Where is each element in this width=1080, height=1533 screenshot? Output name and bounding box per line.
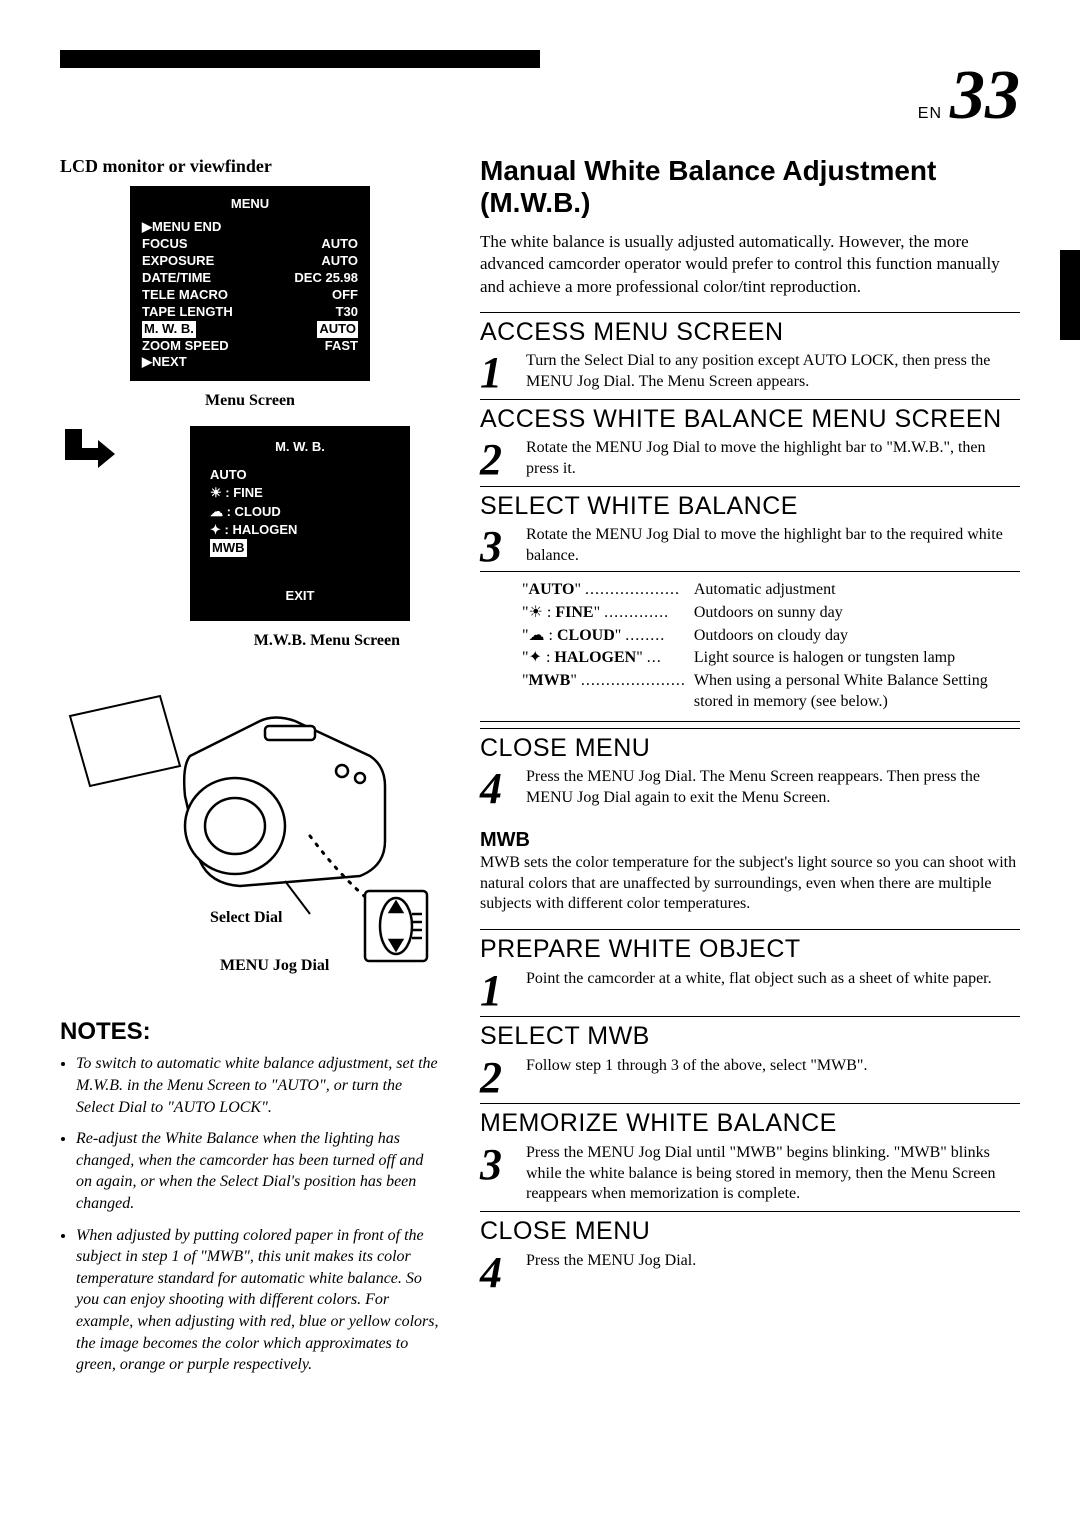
note-item: To switch to automatic white balance adj… (76, 1053, 440, 1118)
menu-row: TELE MACROOFF (142, 287, 358, 304)
mwb-subtitle: MWB (480, 827, 1020, 853)
camcorder-illustration: Select Dial MENU Jog Dial (60, 666, 440, 976)
step-title: PREPARE WHITE OBJECT (480, 933, 1020, 966)
menu-row: ▶NEXT (142, 354, 358, 371)
wb-option-row: "☁ : CLOUD" ........Outdoors on cloudy d… (522, 626, 1018, 647)
step-number: 3 (480, 527, 520, 567)
mwb-line: ☀ : FINE (202, 484, 398, 502)
step: CLOSE MENU 4Press the MENU Jog Dial. The … (480, 728, 1020, 809)
page-number: 33 (950, 50, 1020, 141)
step-text: Press the MENU Jog Dial until "MWB" begi… (526, 1143, 1020, 1205)
step-text: Rotate the MENU Jog Dial to move the hig… (526, 525, 1020, 567)
notes-heading: NOTES: (60, 1016, 440, 1047)
step-title: SELECT WHITE BALANCE (480, 490, 1020, 523)
step-number: 3 (480, 1145, 520, 1205)
mwb-title: M. W. B. (202, 438, 398, 456)
page-lang: EN (918, 104, 942, 125)
step-title: ACCESS WHITE BALANCE MENU SCREEN (480, 403, 1020, 436)
step-text: Press the MENU Jog Dial. The Menu Screen… (526, 767, 1020, 809)
step-text: Rotate the MENU Jog Dial to move the hig… (526, 438, 1020, 480)
wb-option-row: "✦ : HALOGEN" ...Light source is halogen… (522, 648, 1018, 669)
jog-dial-label: MENU Jog Dial (220, 956, 329, 977)
step-text: Turn the Select Dial to any position exc… (526, 351, 1020, 393)
step-title: MEMORIZE WHITE BALANCE (480, 1107, 1020, 1140)
menu-row: ZOOM SPEEDFAST (142, 338, 358, 355)
step-number: 2 (480, 440, 520, 480)
menu-row: TAPE LENGTHT30 (142, 304, 358, 321)
mwb-exit: EXIT (202, 587, 398, 605)
select-dial-label: Select Dial (210, 908, 282, 929)
step-text: Follow step 1 through 3 of the above, se… (526, 1056, 1020, 1077)
header-bar (60, 50, 540, 68)
wb-option-row: "MWB" .....................When using a … (522, 671, 1018, 713)
wb-option-row: "AUTO" ...................Automatic adju… (522, 580, 1018, 601)
mwb-line: ✦ : HALOGEN (202, 521, 398, 539)
menu-row: FOCUSAUTO (142, 236, 358, 253)
menu-row: ▶MENU END (142, 219, 358, 236)
step-title: ACCESS MENU SCREEN (480, 316, 1020, 349)
menu-row: EXPOSUREAUTO (142, 253, 358, 270)
notes-list: To switch to automatic white balance adj… (60, 1053, 440, 1375)
step: PREPARE WHITE OBJECT 1 Point the camcorder… (480, 929, 1020, 1010)
menu-row: M. W. B.AUTO (142, 321, 358, 338)
step: SELECT MWB 2 Follow step 1 through 3 of th… (480, 1016, 1020, 1097)
step-number: 4 (480, 769, 520, 809)
step-title: CLOSE MENU (480, 732, 1020, 765)
intro-text: The white balance is usually adjusted au… (480, 231, 1020, 297)
step-title: SELECT MWB (480, 1020, 1020, 1053)
step-text: Point the camcorder at a white, flat obj… (526, 969, 1020, 990)
step: ACCESS MENU SCREEN 1Turn the Select Dial … (480, 312, 1020, 393)
mwb-line: ☁ : CLOUD (202, 503, 398, 521)
mwb-menu-screen: M. W. B. AUTO☀ : FINE☁ : CLOUD✦ : HALOGE… (190, 426, 410, 621)
mwb-line: MWB (202, 539, 398, 557)
step: SELECT WHITE BALANCE 3Rotate the MENU Jog… (480, 486, 1020, 722)
side-tab (1060, 250, 1080, 340)
step-number: 4 (480, 1253, 520, 1293)
step-number: 2 (480, 1058, 520, 1098)
step-number: 1 (480, 971, 520, 1011)
note-item: Re-adjust the White Balance when the lig… (76, 1128, 440, 1214)
main-heading: Manual White Balance Adjustment (M.W.B.) (480, 155, 1020, 219)
mwb-line: AUTO (202, 466, 398, 484)
wb-options-table: "AUTO" ...................Automatic adju… (480, 571, 1020, 722)
lcd-label: LCD monitor or viewfinder (60, 155, 440, 178)
note-item: When adjusted by putting colored paper i… (76, 1225, 440, 1376)
wb-option-row: "☀ : FINE" .............Outdoors on sunn… (522, 603, 1018, 624)
menu-row: DATE/TIMEDEC 25.98 (142, 270, 358, 287)
mwb-screen-caption: M.W.B. Menu Screen (60, 631, 440, 652)
step-number: 1 (480, 353, 520, 393)
step-text: Press the MENU Jog Dial. (526, 1251, 1020, 1272)
mwb-subtext: MWB sets the color temperature for the s… (480, 853, 1020, 915)
step-title: CLOSE MENU (480, 1215, 1020, 1248)
arrow-icon (60, 426, 120, 476)
menu-screen-caption: Menu Screen (60, 391, 440, 412)
menu-title: MENU (142, 196, 358, 213)
step: CLOSE MENU 4 Press the MENU Jog Dial. (480, 1211, 1020, 1292)
step: ACCESS WHITE BALANCE MENU SCREEN 2Rotate … (480, 399, 1020, 480)
step: MEMORIZE WHITE BALANCE 3Press the MENU Jo… (480, 1103, 1020, 1205)
menu-screen: MENU ▶MENU ENDFOCUSAUTOEXPOSUREAUTODATE/… (130, 186, 370, 381)
